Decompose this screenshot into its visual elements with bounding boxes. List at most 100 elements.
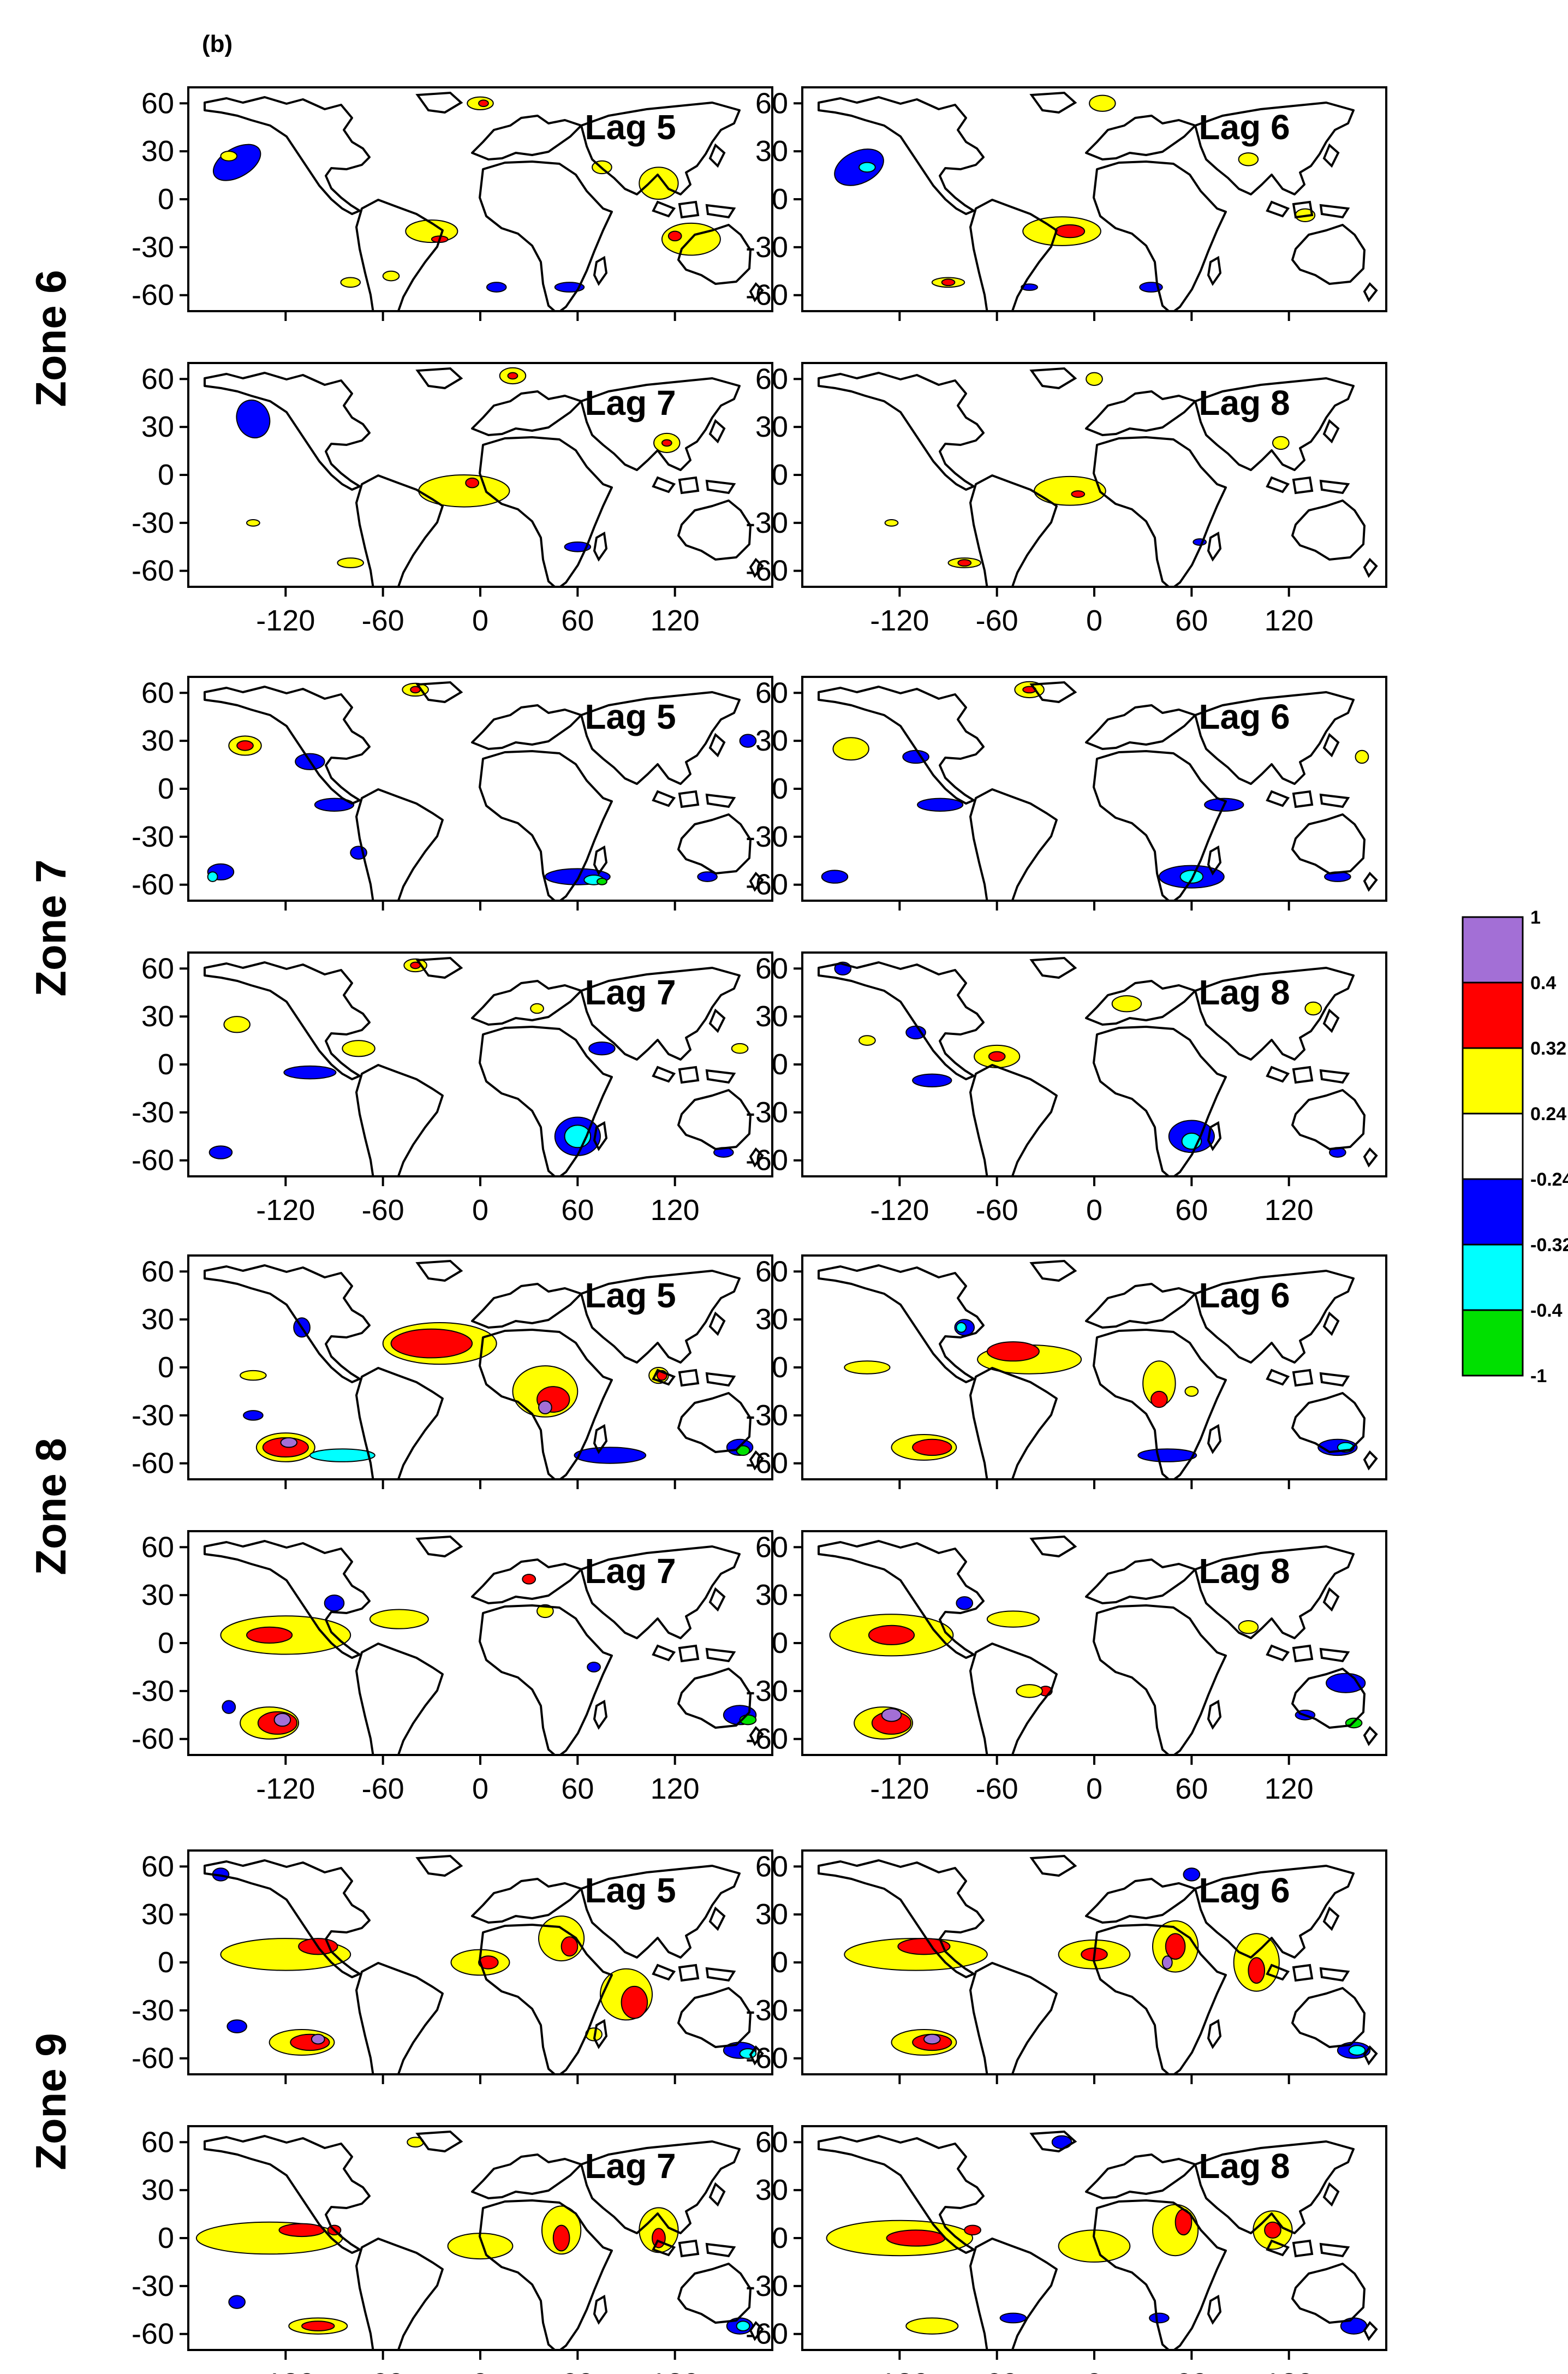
correlation-region bbox=[739, 734, 757, 748]
lat-tick-label: 60 bbox=[141, 362, 174, 395]
lat-tick-label: -60 bbox=[746, 279, 788, 312]
correlation-region bbox=[652, 2228, 666, 2248]
lat-tick-label: 0 bbox=[772, 1048, 788, 1081]
lag-label: Lag 5 bbox=[585, 1871, 676, 1910]
map-panel: Lag 7 60 30 0 -30 -60 -120 -60 0 60 120 bbox=[132, 362, 773, 637]
lat-tick-label: 60 bbox=[755, 1850, 788, 1883]
lag-label: Lag 5 bbox=[585, 1276, 676, 1315]
lat-tick-label: 30 bbox=[141, 1579, 174, 1611]
map-panel: Lag 6 60 30 0 -30 -60 bbox=[746, 1849, 1387, 2084]
lon-tick-label: -60 bbox=[362, 604, 404, 637]
correlation-region bbox=[1183, 1867, 1201, 1882]
correlation-region bbox=[280, 1437, 298, 1448]
lag-label: Lag 5 bbox=[585, 697, 676, 736]
lat-tick-label: 0 bbox=[772, 1351, 788, 1384]
lat-tick-label: 0 bbox=[158, 772, 174, 805]
lat-tick-label: 30 bbox=[755, 1579, 788, 1611]
lag-label: Lag 7 bbox=[585, 1551, 676, 1591]
correlation-region bbox=[923, 2033, 941, 2045]
correlation-region bbox=[418, 474, 510, 508]
correlation-region bbox=[988, 1051, 1006, 1062]
correlation-region bbox=[1272, 436, 1290, 450]
lon-tick-label: 120 bbox=[1265, 1194, 1314, 1227]
colorbar-bin bbox=[1462, 1309, 1524, 1377]
lat-tick-label: 0 bbox=[158, 183, 174, 216]
lag-label: Lag 7 bbox=[585, 973, 676, 1012]
correlation-region bbox=[736, 2321, 750, 2331]
lon-tick-label: 0 bbox=[472, 2367, 488, 2374]
lat-tick-label: -60 bbox=[746, 2318, 788, 2351]
correlation-region bbox=[639, 166, 679, 200]
map-panel: Lag 5 60 30 0 -30 -60 bbox=[132, 676, 773, 911]
lat-tick-label: -30 bbox=[746, 1994, 788, 2027]
correlation-region bbox=[1348, 2045, 1366, 2056]
lat-tick-label: 60 bbox=[755, 952, 788, 985]
lag-label: Lag 7 bbox=[585, 2146, 676, 2186]
correlation-region bbox=[337, 557, 365, 568]
lat-tick-label: 0 bbox=[772, 1627, 788, 1659]
correlation-region bbox=[881, 1708, 902, 1722]
lat-tick-label: 30 bbox=[755, 1303, 788, 1336]
correlation-region bbox=[587, 1662, 601, 1673]
lat-tick-label: 30 bbox=[755, 2174, 788, 2206]
correlation-region bbox=[1137, 1448, 1197, 1462]
lon-tick-label: 0 bbox=[472, 604, 488, 637]
correlation-region bbox=[507, 372, 518, 380]
lag-label: Lag 6 bbox=[1199, 108, 1290, 147]
correlation-region bbox=[283, 1065, 337, 1080]
correlation-region bbox=[246, 1626, 293, 1644]
lat-tick-label: -30 bbox=[746, 2270, 788, 2302]
lon-tick-label: -120 bbox=[256, 1194, 315, 1227]
lat-tick-label: 60 bbox=[141, 952, 174, 985]
zone-label: Zone 9 bbox=[27, 2033, 75, 2170]
lon-tick-label: 0 bbox=[1086, 2367, 1102, 2374]
lon-tick-label: 60 bbox=[1175, 1194, 1208, 1227]
colorbar-bin bbox=[1462, 981, 1524, 1049]
lag-label: Lag 5 bbox=[585, 108, 676, 147]
lat-tick-label: -60 bbox=[746, 1144, 788, 1177]
lat-tick-label: -60 bbox=[746, 1447, 788, 1480]
correlation-region bbox=[956, 1596, 974, 1610]
colorbar-label: -1 bbox=[1530, 1366, 1547, 1387]
colorbar-bin bbox=[1462, 1112, 1524, 1180]
correlation-region bbox=[574, 1447, 647, 1464]
correlation-region bbox=[1304, 1001, 1322, 1016]
correlation-region bbox=[868, 1625, 915, 1645]
colorbar-label: 0.24 bbox=[1530, 1104, 1566, 1124]
correlation-region bbox=[465, 477, 480, 489]
lat-tick-label: 30 bbox=[141, 1303, 174, 1336]
correlation-region bbox=[309, 1448, 375, 1462]
zone-label: Zone 7 bbox=[27, 859, 75, 996]
correlation-region bbox=[1179, 870, 1204, 884]
lat-tick-label: 0 bbox=[158, 1351, 174, 1384]
correlation-region bbox=[1089, 94, 1116, 112]
correlation-region bbox=[478, 99, 489, 108]
lat-tick-label: -60 bbox=[132, 279, 174, 312]
lag-label: Lag 8 bbox=[1199, 973, 1290, 1012]
correlation-region bbox=[597, 878, 607, 885]
correlation-region bbox=[236, 740, 254, 751]
lat-tick-label: 60 bbox=[755, 87, 788, 120]
correlation-region bbox=[390, 1328, 473, 1359]
lon-tick-label: -60 bbox=[362, 1772, 404, 1805]
correlation-region bbox=[588, 1042, 616, 1056]
zone-label: Zone 6 bbox=[27, 270, 75, 407]
lag-label: Lag 8 bbox=[1199, 383, 1290, 423]
correlation-region bbox=[667, 230, 682, 242]
correlation-region bbox=[697, 871, 718, 882]
correlation-region bbox=[478, 1955, 499, 1970]
lon-tick-label: 0 bbox=[472, 1194, 488, 1227]
colorbar-label: -0.4 bbox=[1530, 1300, 1563, 1321]
lat-tick-label: -30 bbox=[132, 231, 174, 264]
colorbar-bin bbox=[1462, 916, 1524, 984]
lat-tick-label: 30 bbox=[755, 1898, 788, 1931]
correlation-region bbox=[832, 737, 869, 761]
correlation-region bbox=[273, 1712, 291, 1727]
correlation-region bbox=[905, 2317, 959, 2335]
correlation-region bbox=[886, 2229, 946, 2247]
correlation-region bbox=[369, 1609, 429, 1629]
lat-tick-label: -60 bbox=[132, 2042, 174, 2075]
correlation-region bbox=[222, 1700, 236, 1714]
correlation-region bbox=[821, 870, 849, 884]
